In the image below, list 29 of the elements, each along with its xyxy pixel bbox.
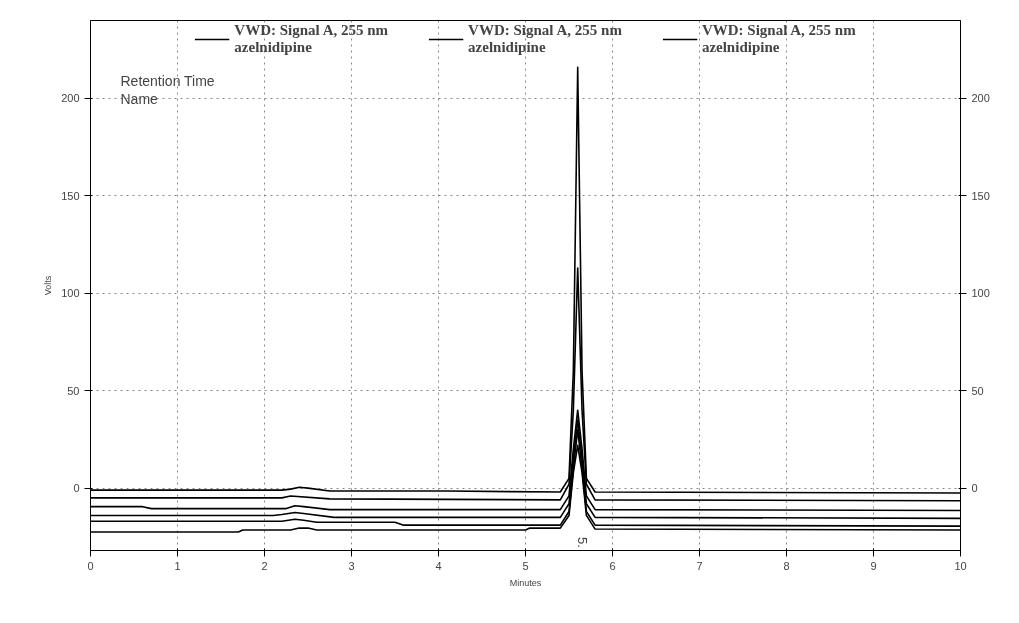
- legend-label: VWD: Signal A, 255 nm azelnidipine: [234, 22, 389, 56]
- y-axis-title: Volts: [43, 275, 54, 296]
- y-tick-label: 200: [61, 92, 80, 105]
- annotation: Retention Time: [120, 72, 215, 89]
- x-tick-label: 8: [783, 559, 790, 572]
- y2-tick-label: 150: [971, 189, 990, 202]
- x-tick-label: 1: [174, 559, 181, 572]
- annotation: Name: [120, 90, 159, 107]
- x-tick-label: 4: [435, 559, 442, 572]
- y2-tick-label: 100: [971, 287, 990, 300]
- x-tick-label: 5: [522, 559, 529, 572]
- x-tick-label: 6: [609, 559, 616, 572]
- x-tick-label: 3: [348, 559, 355, 572]
- y-tick-label: 50: [67, 384, 80, 397]
- x-tick-label: 7: [696, 559, 703, 572]
- x-tick-label: 9: [870, 559, 877, 572]
- x-axis-title: Minutes: [509, 577, 542, 588]
- x-tick-label: 2: [261, 559, 268, 572]
- y2-tick-label: 200: [971, 92, 990, 105]
- x-tick-label: 10: [954, 559, 967, 572]
- y-tick-label: 100: [61, 287, 80, 300]
- y2-tick-label: 0: [971, 482, 978, 495]
- x-tick-label: 0: [87, 559, 94, 572]
- y-tick-label: 0: [73, 482, 80, 495]
- y2-tick-label: 50: [971, 384, 984, 397]
- legend-label: VWD: Signal A, 255 nm azelnidipine: [701, 22, 856, 56]
- legend-label: VWD: Signal A, 255 nm azelnidipine: [468, 22, 622, 56]
- annotation: 5.: [574, 537, 590, 548]
- y-tick-label: 150: [61, 189, 80, 202]
